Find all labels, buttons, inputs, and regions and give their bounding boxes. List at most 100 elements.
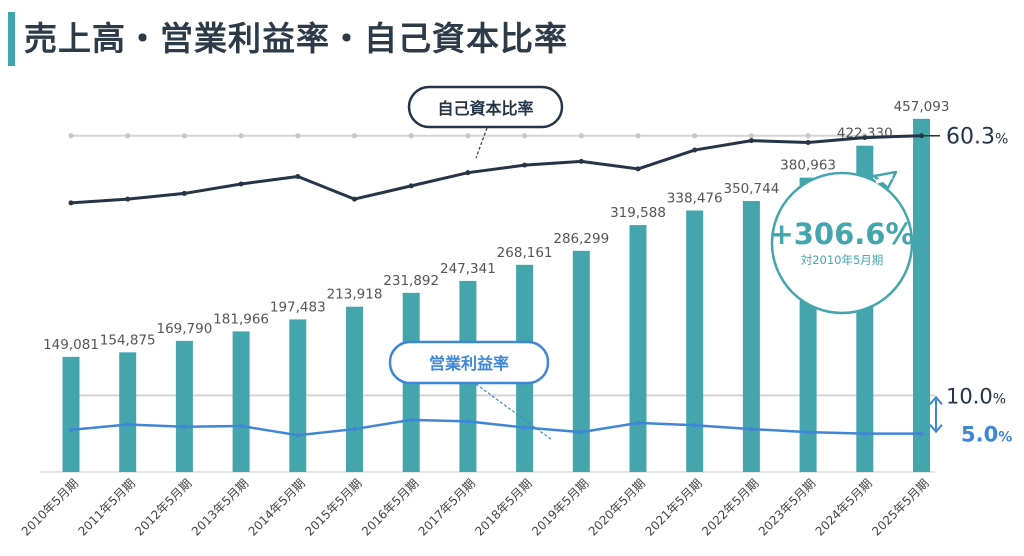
equity-callout-leader bbox=[475, 127, 488, 159]
operating-margin-point bbox=[522, 425, 527, 430]
reference-line-dot bbox=[238, 133, 244, 139]
reference-line-dot bbox=[748, 133, 755, 139]
operating-margin-point bbox=[805, 429, 811, 435]
growth-badge bbox=[770, 171, 914, 315]
x-tick-label: 2015年5月期 bbox=[302, 476, 364, 538]
operating-margin-point bbox=[635, 420, 641, 426]
sales-bar bbox=[289, 319, 307, 472]
sales-bar-label: 169,790 bbox=[156, 321, 212, 337]
equity-ratio-point bbox=[352, 196, 357, 202]
reference-line-dot bbox=[181, 133, 187, 139]
sales-bar-label: 457,093 bbox=[894, 99, 950, 115]
operating-margin-value: 5.0% bbox=[961, 423, 1012, 447]
operating-margin-point bbox=[182, 424, 187, 430]
sales-bar bbox=[629, 225, 647, 472]
equity-ratio-point bbox=[862, 135, 868, 141]
operating-margin-point bbox=[919, 431, 924, 436]
growth-badge-pointer-mask bbox=[875, 175, 893, 184]
x-tick-label: 2019年5月期 bbox=[529, 476, 591, 538]
gap-arrow-up bbox=[929, 395, 943, 405]
operating-margin-point bbox=[295, 432, 301, 438]
page-title: 売上高・営業利益率・自己資本比率 bbox=[24, 19, 568, 58]
x-tick-label: 2010年5月期 bbox=[19, 476, 81, 538]
reference-line-dot bbox=[692, 133, 698, 139]
equity-ratio-line bbox=[70, 134, 922, 205]
sales-bar bbox=[62, 356, 80, 472]
sales-bar-label: 319,588 bbox=[610, 205, 666, 221]
equity-ratio-point bbox=[692, 147, 698, 153]
equity-callout-box bbox=[407, 85, 564, 129]
x-tick-label: 2013年5月期 bbox=[189, 476, 251, 538]
x-tick-label: 2021年5月期 bbox=[642, 476, 704, 538]
equity-ratio-point bbox=[465, 170, 471, 176]
operating-margin-point bbox=[352, 426, 357, 432]
reference-line-dot bbox=[295, 133, 301, 139]
operating-margin-point bbox=[465, 419, 471, 424]
equity-ratio-point bbox=[522, 162, 528, 168]
sales-bar-label: 154,875 bbox=[100, 332, 156, 348]
reference-10-unit: % bbox=[993, 391, 1006, 407]
operating-margin-point bbox=[238, 423, 244, 429]
reference-line-dot bbox=[408, 133, 414, 139]
x-tick-label: 2017年5月期 bbox=[416, 476, 478, 538]
sales-bar-label: 286,299 bbox=[553, 231, 609, 247]
reference-line-dot bbox=[125, 133, 131, 139]
sales-bar-label: 231,892 bbox=[383, 273, 439, 289]
margin-callout-box bbox=[388, 340, 550, 385]
reference-line-dot bbox=[522, 133, 528, 139]
margin-callout-leader bbox=[475, 383, 553, 441]
sales-bar bbox=[119, 352, 137, 472]
growth-subtext: 対2010年5月期 bbox=[801, 253, 884, 267]
equity-ratio-point bbox=[238, 181, 244, 187]
equity-ratio-point bbox=[748, 138, 754, 144]
sales-bar-label: 350,744 bbox=[723, 181, 779, 197]
equity-ratio-point bbox=[408, 183, 414, 189]
x-tick-label: 2018年5月期 bbox=[472, 476, 534, 538]
sales-bar bbox=[913, 118, 930, 472]
x-tick-label: 2016年5月期 bbox=[359, 476, 421, 538]
operating-margin-point bbox=[68, 427, 74, 433]
equity-ratio-unit: % bbox=[995, 132, 1008, 148]
x-tick-label: 2023年5月期 bbox=[756, 476, 818, 538]
equity-ratio-point bbox=[635, 166, 641, 172]
reference-line-dot bbox=[805, 133, 811, 139]
sales-bar-label: 181,966 bbox=[213, 311, 269, 327]
reference-line-dot bbox=[351, 133, 358, 139]
x-tick-label: 2024年5月期 bbox=[813, 476, 875, 538]
x-tick-label: 2025年5月期 bbox=[869, 476, 931, 538]
growth-value: +306.6% bbox=[769, 217, 914, 251]
operating-margin-point bbox=[579, 429, 584, 435]
operating-margin-point bbox=[692, 422, 697, 428]
equity-ratio-point bbox=[805, 140, 811, 146]
sales-bar bbox=[742, 201, 760, 473]
sales-bar-label: 268,161 bbox=[497, 245, 553, 261]
x-tick-label: 2014年5月期 bbox=[246, 476, 308, 538]
margin-callout-text: 営業利益率 bbox=[429, 354, 509, 373]
reference-line-dot bbox=[635, 133, 641, 139]
equity-ratio-point bbox=[125, 196, 131, 202]
equity-callout-text: 自己資本比率 bbox=[437, 99, 533, 118]
title-accent-bar bbox=[8, 12, 15, 66]
reference-line-dot bbox=[68, 133, 74, 139]
sales-bar-label: 338,476 bbox=[667, 190, 723, 206]
sales-bar bbox=[232, 331, 250, 472]
sales-bar bbox=[346, 306, 363, 472]
operating-margin-line bbox=[70, 418, 922, 437]
operating-margin-point bbox=[408, 417, 414, 423]
x-tick-label: 2012年5月期 bbox=[132, 476, 194, 538]
reference-line-dot bbox=[578, 133, 584, 139]
gap-arrow-down bbox=[929, 424, 943, 434]
sales-bar-label: 247,341 bbox=[440, 261, 496, 277]
equity-ratio-point bbox=[578, 158, 584, 164]
reference-10-value: 10.0% bbox=[946, 384, 1006, 408]
sales-bar-label: 380,963 bbox=[780, 158, 836, 174]
x-tick-label: 2011年5月期 bbox=[75, 476, 137, 538]
sales-bar bbox=[572, 250, 590, 472]
operating-margin-point bbox=[125, 422, 130, 427]
equity-ratio-value: 60.3% bbox=[946, 125, 1008, 150]
operating-margin-unit: % bbox=[998, 430, 1012, 446]
sales-bar-label: 197,483 bbox=[270, 299, 326, 315]
sales-bar-label: 213,918 bbox=[327, 287, 383, 303]
